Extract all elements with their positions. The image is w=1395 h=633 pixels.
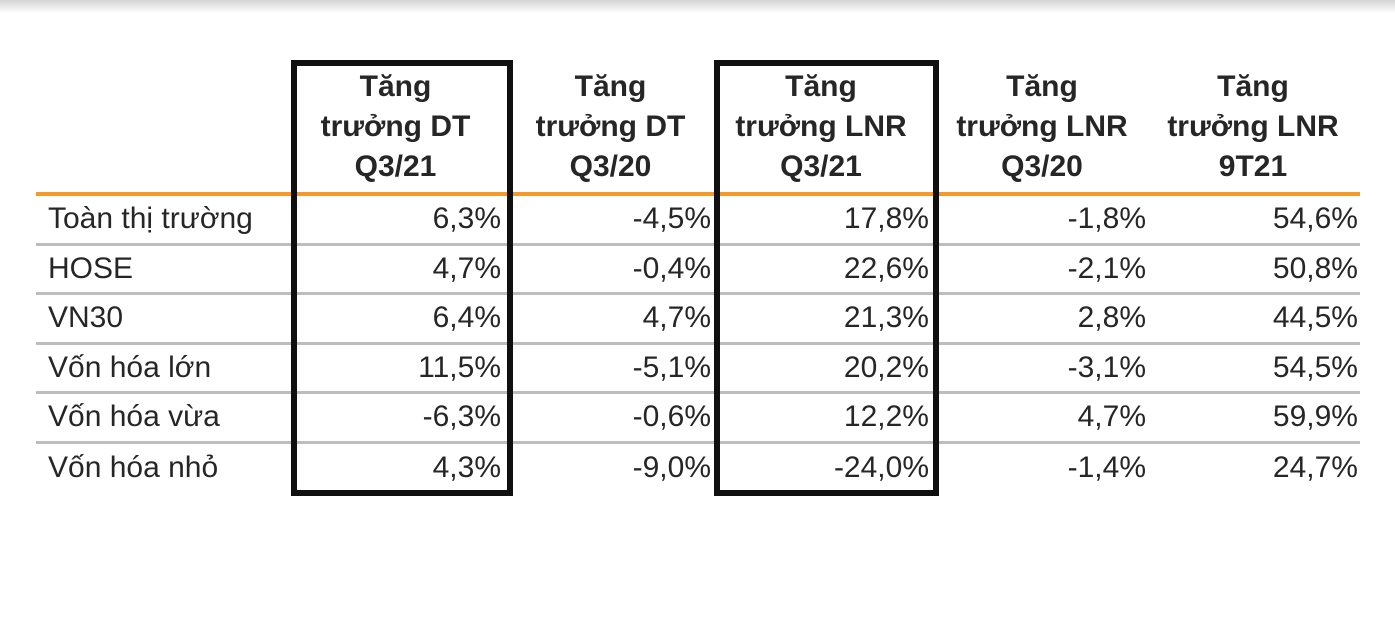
table-row: Vốn hóa nhỏ 4,3% -9,0% -24,0% -1,4% 24,7…: [36, 444, 1360, 494]
row-label: Vốn hóa nhỏ: [48, 451, 219, 485]
growth-value-cell: 11,5%: [418, 350, 501, 384]
table-row: HOSE 4,7% -0,4% 22,6% -2,1% 50,8%: [36, 246, 1360, 295]
header-line: trưởng DT: [320, 110, 471, 143]
header-line: Q3/21: [780, 150, 862, 183]
growth-value-cell: 6,4%: [432, 301, 501, 335]
growth-value-cell: 2,8%: [1077, 301, 1146, 335]
page-top-shadow: [0, 0, 1395, 13]
header-line: trưởng LNR: [735, 110, 907, 143]
row-label: HOSE: [48, 251, 134, 285]
growth-value-cell: 54,5%: [1272, 350, 1358, 384]
row-label: VN30: [48, 301, 124, 335]
growth-value-cell: -3,1%: [1067, 350, 1146, 384]
header-line: Q3/20: [1001, 150, 1083, 183]
growth-value-cell: 17,8%: [843, 202, 929, 236]
growth-value-cell: -1,8%: [1067, 202, 1146, 236]
growth-value-cell: -0,4%: [632, 251, 711, 285]
growth-value-cell: -9,0%: [632, 451, 711, 485]
growth-value-cell: 6,3%: [432, 202, 501, 236]
header-line: Tăng: [785, 70, 857, 103]
table-row: Vốn hóa vừa -6,3% -0,6% 12,2% 4,7% 59,9%: [36, 394, 1360, 444]
growth-value-cell: 50,8%: [1272, 251, 1358, 285]
header-line: trưởng DT: [535, 110, 686, 143]
growth-value-cell: 4,7%: [432, 251, 501, 285]
growth-value-cell: -2,1%: [1067, 251, 1146, 285]
header-line: Q3/21: [354, 150, 437, 183]
header-line: 9T21: [1218, 150, 1288, 183]
growth-value-cell: -6,3%: [422, 400, 501, 434]
row-label: Vốn hóa lớn: [48, 350, 212, 384]
column-header-dt-q321: Tăng trưởng DT Q3/21: [290, 60, 510, 192]
growth-value-cell: 44,5%: [1272, 301, 1358, 335]
growth-value-cell: 24,7%: [1272, 451, 1358, 485]
table-row: Vốn hóa lớn 11,5% -5,1% 20,2% -3,1% 54,5…: [36, 345, 1360, 394]
growth-value-cell: 59,9%: [1272, 400, 1358, 434]
header-line: Q3/20: [569, 150, 652, 183]
header-line: Tăng: [1217, 70, 1289, 103]
row-label: Toàn thị trường: [48, 202, 253, 236]
growth-value-cell: 54,6%: [1272, 202, 1358, 236]
growth-value-cell: 22,6%: [843, 251, 929, 285]
growth-value-cell: 4,3%: [432, 451, 501, 485]
header-line: trưởng LNR: [956, 110, 1128, 143]
table-row: VN30 6,4% 4,7% 21,3% 2,8% 44,5%: [36, 295, 1360, 345]
growth-value-cell: 21,3%: [843, 301, 929, 335]
header-line: trưởng LNR: [1167, 110, 1339, 143]
growth-value-cell: 4,7%: [642, 301, 711, 335]
table-row: Toàn thị trường 6,3% -4,5% 17,8% -1,8% 5…: [36, 196, 1360, 246]
header-line: Tăng: [359, 70, 432, 103]
header-line: Tăng: [574, 70, 647, 103]
column-header-lnr-q321: Tăng trưởng LNR Q3/21: [713, 60, 938, 192]
growth-value-cell: -4,5%: [632, 202, 711, 236]
column-header-dt-q320: Tăng trưởng DT Q3/20: [510, 60, 713, 192]
table-header-row: Tăng trưởng DT Q3/21 Tăng trưởng DT Q3/2…: [36, 60, 1360, 196]
header-line: Tăng: [1006, 70, 1078, 103]
growth-value-cell: 20,2%: [843, 350, 929, 384]
column-header-lnr-q320: Tăng trưởng LNR Q3/20: [938, 60, 1148, 192]
header-empty-cell: [36, 60, 290, 192]
growth-value-cell: -5,1%: [632, 350, 711, 384]
growth-value-cell: -1,4%: [1067, 451, 1146, 485]
row-label: Vốn hóa vừa: [48, 400, 220, 434]
growth-table: Tăng trưởng DT Q3/21 Tăng trưởng DT Q3/2…: [36, 60, 1360, 493]
growth-value-cell: -0,6%: [632, 400, 711, 434]
growth-value-cell: -24,0%: [833, 451, 929, 485]
growth-value-cell: 4,7%: [1077, 400, 1146, 434]
growth-value-cell: 12,2%: [843, 400, 929, 434]
column-header-lnr-9t21: Tăng trưởng LNR 9T21: [1148, 60, 1360, 192]
